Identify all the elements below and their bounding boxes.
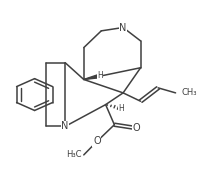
Text: O: O [132,123,140,133]
Polygon shape [84,75,100,79]
Text: H: H [97,71,103,80]
Text: N: N [119,22,127,32]
Text: CH₃: CH₃ [181,88,196,97]
Text: H₃C: H₃C [66,150,82,159]
Text: H: H [118,104,124,113]
Text: O: O [93,137,101,147]
Text: ...: ... [92,75,97,80]
Text: N: N [62,121,69,131]
